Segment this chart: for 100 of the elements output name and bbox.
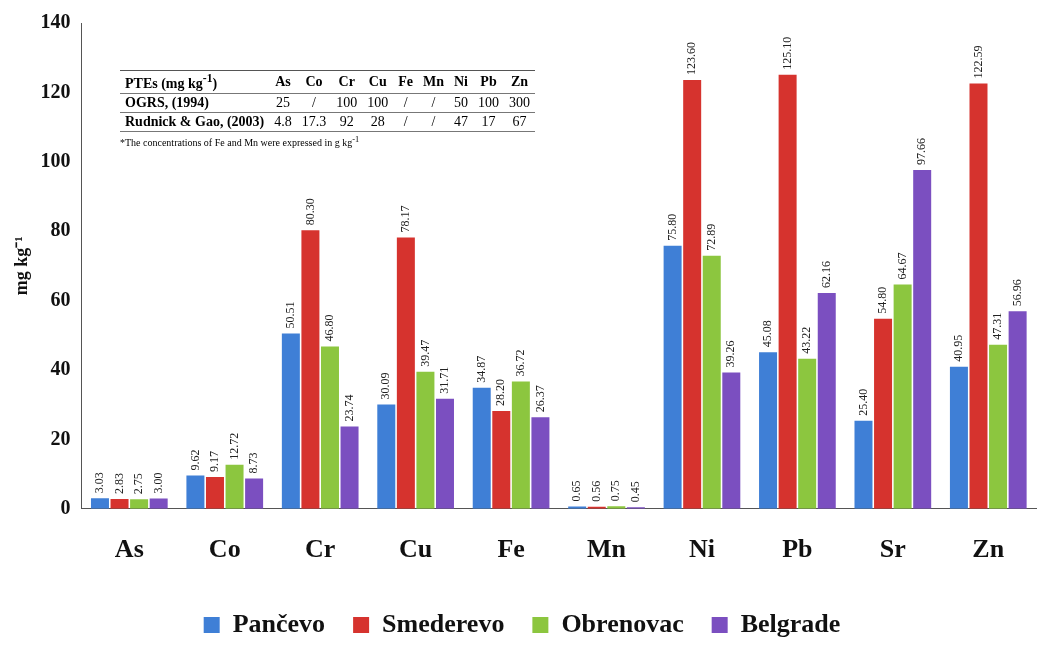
data-label: 75.80: [664, 213, 679, 241]
data-label: 12.72: [226, 432, 241, 460]
bar: [472, 387, 491, 509]
data-label: 0.56: [588, 480, 603, 502]
data-label: 0.75: [608, 480, 623, 502]
bar: [416, 371, 435, 509]
data-label: 23.74: [341, 394, 356, 422]
bar: [759, 352, 778, 509]
data-label: 54.80: [875, 286, 890, 314]
data-label: 46.80: [322, 314, 337, 342]
data-label: 122.59: [970, 45, 985, 79]
x-tick-label: Fe: [497, 534, 525, 564]
legend-label: Belgrade: [740, 608, 841, 638]
y-tick-label: 80: [50, 218, 71, 241]
bar: [377, 404, 396, 509]
data-label: 9.17: [207, 450, 222, 472]
y-tick-label: 120: [40, 79, 71, 102]
bar: [683, 79, 702, 509]
data-label: 26.37: [532, 385, 547, 413]
bar: [722, 372, 741, 509]
bar: [149, 498, 168, 509]
data-label: 56.96: [1009, 279, 1024, 307]
bar: [130, 499, 149, 509]
bar: [854, 420, 873, 509]
data-label: 3.03: [92, 472, 107, 494]
data-label: 25.40: [855, 388, 870, 416]
y-tick-label: 0: [60, 495, 71, 518]
bar: [90, 498, 109, 509]
data-label: 123.60: [684, 41, 699, 75]
data-label: 50.51: [283, 301, 298, 329]
y-tick-label: 60: [50, 287, 71, 310]
y-tick-label: 140: [40, 10, 71, 33]
bar: [205, 476, 224, 509]
text: PTEs (mg kg$^{-1}$) As Co Cr Cu Fe Mn Ni Pb Zn: [125, 72, 529, 91]
x-tick-label: Zn: [972, 534, 1005, 564]
bar: [949, 366, 968, 509]
y-axis-title: mg kg⁻¹: [11, 236, 32, 296]
data-label: 2.75: [131, 473, 146, 495]
x-tick-label: Sr: [879, 534, 906, 564]
data-label: 36.72: [513, 349, 528, 377]
data-label: 9.62: [187, 449, 202, 471]
data-label: 62.16: [818, 261, 833, 289]
bar: [702, 255, 721, 509]
data-label: 80.30: [302, 198, 317, 226]
data-label: 31.71: [437, 366, 452, 394]
x-tick-label: Ni: [688, 534, 715, 564]
data-label: 97.66: [914, 137, 929, 165]
x-tick-label: Pb: [782, 534, 813, 564]
text: OGRS, (1994) 25 / 100 100 / / 50 100 300: [125, 94, 530, 110]
bar: [913, 169, 932, 509]
text: Rudnick & Gao, (2003) 4.8 17.3 92 28 / / 47 17 67: [125, 113, 527, 129]
legend-label: Pančevo: [232, 608, 326, 638]
bar: [531, 417, 550, 509]
y-tick-label: 20: [50, 426, 71, 449]
bar: [186, 475, 205, 509]
data-label: 28.20: [493, 378, 508, 406]
bar: [492, 410, 511, 509]
data-label: 0.65: [569, 480, 584, 502]
data-label: 72.89: [703, 223, 718, 251]
bar: [435, 398, 454, 509]
data-label: 64.67: [894, 252, 909, 280]
bar: [245, 478, 264, 509]
bar: [663, 245, 682, 509]
data-label: 45.08: [760, 320, 775, 348]
data-label: 2.83: [111, 472, 126, 494]
bar: [396, 237, 415, 509]
x-tick-label: Cr: [305, 534, 336, 564]
y-tick-label: 40: [50, 357, 71, 380]
bar: [817, 293, 836, 509]
data-label: 34.87: [473, 355, 488, 383]
bar: [893, 284, 912, 509]
data-label: 3.00: [150, 472, 165, 494]
data-label: 0.45: [628, 481, 643, 503]
data-label: 39.26: [723, 340, 738, 368]
x-tick-label: Cu: [399, 534, 433, 564]
data-label: 78.17: [398, 205, 413, 233]
x-tick-label: As: [114, 534, 144, 564]
legend-label: Smederevo: [382, 608, 505, 638]
data-label: 30.09: [378, 372, 393, 400]
bar: [225, 464, 244, 509]
bar: [778, 74, 797, 509]
legend-label: Obrenovac: [561, 608, 684, 638]
bar: [989, 344, 1008, 509]
data-label: 39.47: [417, 339, 432, 367]
bar: [511, 381, 530, 509]
data-label: 125.10: [779, 36, 794, 70]
data-label: 47.31: [990, 312, 1005, 340]
data-label: 8.73: [246, 452, 261, 474]
bar: [110, 498, 129, 509]
bar: [320, 346, 339, 509]
x-tick-label: Co: [208, 534, 241, 564]
y-tick-label: 100: [40, 148, 71, 171]
annotation: *The concentrations of Fe and Mn were expressed in g kg$^{-1}$: [120, 134, 361, 148]
bar: [281, 333, 300, 509]
data-label: 40.95: [951, 334, 966, 362]
bar: [969, 83, 988, 509]
bar: [301, 230, 320, 509]
bar: [798, 358, 817, 509]
bar: [874, 318, 893, 509]
bar: [1008, 311, 1027, 509]
